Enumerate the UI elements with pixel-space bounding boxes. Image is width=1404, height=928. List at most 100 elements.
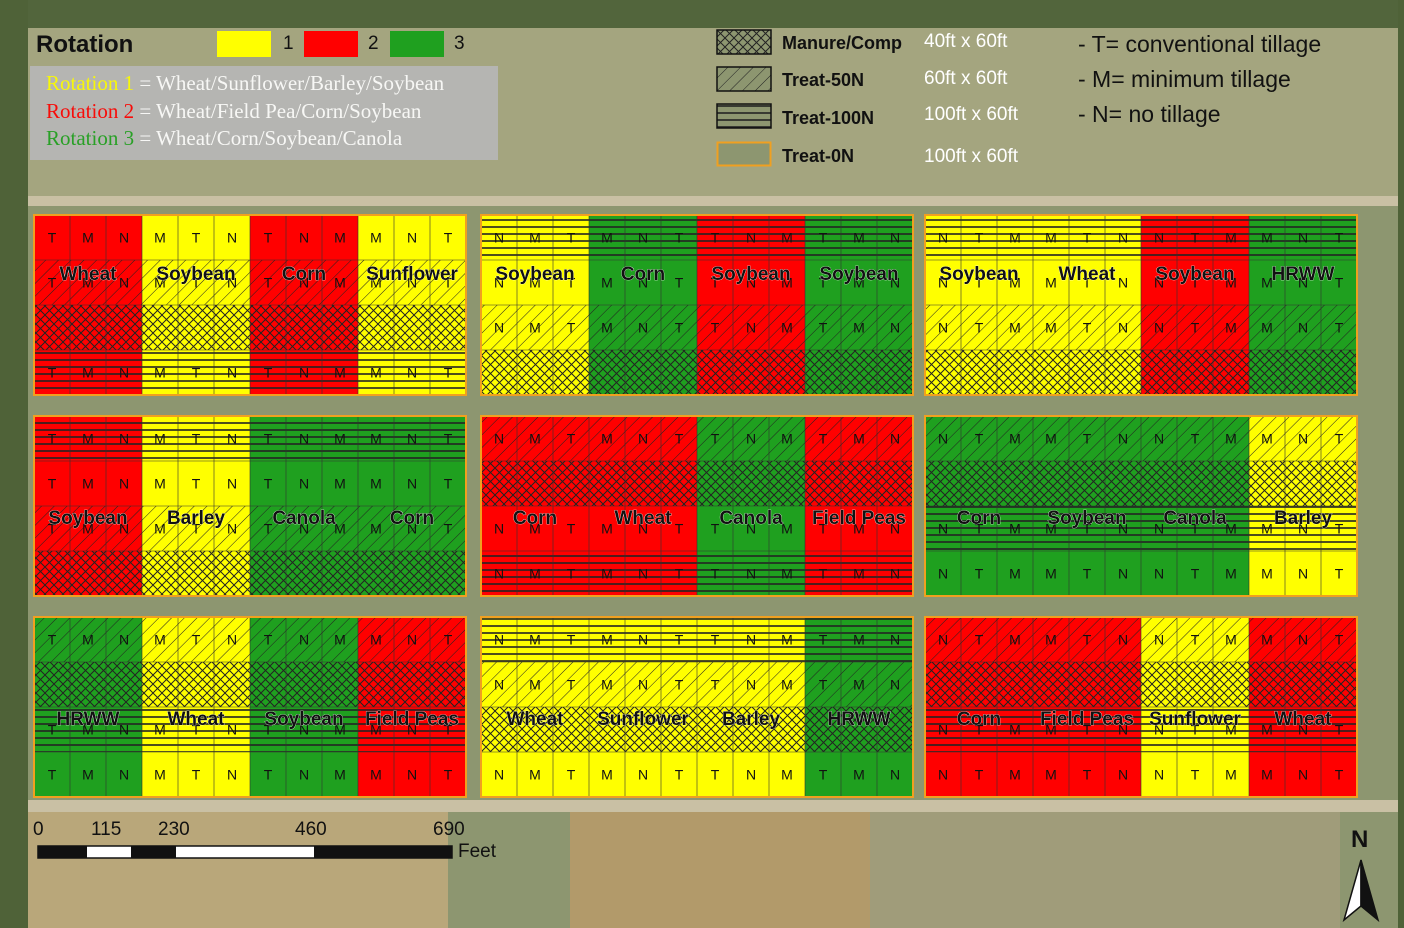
field-block-8: N M T M N T T N M T M NN M T M N T T N M T M NN M T M N T T N M T M NWhea…	[480, 616, 914, 798]
crop-label: Soybean	[156, 264, 235, 285]
tillage-letter: N	[890, 767, 900, 783]
tillage-letter: N	[299, 767, 309, 783]
tillage-letter: M	[154, 722, 166, 738]
rotation-1-crops: = Wheat/Sunflower/Barley/Soybean	[134, 71, 445, 95]
tillage-letter: M	[1225, 431, 1237, 447]
tillage-letter: M	[1045, 230, 1057, 246]
tillage-letter: T	[1191, 521, 1200, 537]
treatment-label-50n: Treat-50N	[782, 70, 865, 90]
tillage-letter: T	[975, 275, 984, 291]
crop-label: Soybean	[711, 264, 790, 285]
crop-label: Canola	[1163, 508, 1227, 529]
tillage-letter: N	[1118, 521, 1128, 537]
tillage-letter: T	[264, 767, 273, 783]
scale-bar	[37, 845, 453, 859]
tillage-letter: T	[819, 320, 828, 336]
tillage-letter: N	[299, 230, 309, 246]
tillage-letter: M	[334, 275, 346, 291]
treatment-label-manure: Manure/Comp	[782, 33, 903, 53]
tillage-letter: M	[154, 632, 166, 648]
tillage-letter: N	[299, 431, 309, 447]
tillage-letter: M	[1225, 722, 1237, 738]
tillage-letter: M	[82, 365, 94, 381]
tillage-letter: M	[154, 365, 166, 381]
crop-label: Wheat	[1059, 264, 1117, 285]
tillage-letter: M	[154, 767, 166, 783]
tillage-letter: N	[494, 677, 504, 693]
treatment-size-50n: 60ft x 60ft	[924, 68, 1008, 89]
tillage-letter: N	[1298, 566, 1308, 582]
crop-label: Soybean	[264, 709, 343, 730]
tillage-letter: N	[119, 521, 129, 537]
tillage-letter: M	[529, 566, 541, 582]
tillage-letter: M	[1261, 722, 1273, 738]
tillage-letter: N	[119, 431, 129, 447]
tillage-letter: N	[638, 767, 648, 783]
tillage-letter: T	[1191, 767, 1200, 783]
tillage-letter: M	[334, 521, 346, 537]
tillage-letter: N	[494, 230, 504, 246]
tillage-letter: M	[1045, 431, 1057, 447]
tillage-letter: N	[227, 230, 237, 246]
tillage-letter: T	[48, 431, 57, 447]
tillage-letter: N	[1154, 632, 1164, 648]
tillage-letter: N	[890, 521, 900, 537]
tillage-note-n: - N= no tillage	[1078, 101, 1221, 127]
tillage-letter: N	[494, 566, 504, 582]
tillage-letter: N	[890, 431, 900, 447]
tillage-letter: M	[1225, 632, 1237, 648]
tillage-letter: M	[781, 767, 793, 783]
tillage-letter: M	[82, 230, 94, 246]
crop-label: Corn	[957, 508, 1001, 529]
tillage-letter: M	[370, 521, 382, 537]
tillage-letter: N	[890, 275, 900, 291]
tillage-letter: N	[938, 431, 948, 447]
tillage-letter: N	[227, 365, 237, 381]
block-border	[33, 214, 467, 396]
tillage-letter: M	[529, 275, 541, 291]
tillage-letter: M	[154, 431, 166, 447]
tillage-letter: N	[407, 632, 417, 648]
tillage-letter: T	[444, 431, 453, 447]
tillage-letter: M	[1009, 767, 1021, 783]
crop-label: Soybean	[1047, 508, 1126, 529]
rotation-3-name: Rotation 3	[46, 126, 135, 150]
tillage-letter: N	[119, 722, 129, 738]
crop-label: Barley	[1274, 508, 1333, 529]
tillage-letter: T	[819, 275, 828, 291]
rotation-1-line: Rotation 1 = Wheat/Sunflower/Barley/Soyb…	[46, 71, 444, 96]
tillage-letter: M	[853, 521, 865, 537]
swatch-label-2: 2	[368, 33, 379, 54]
tillage-letter: N	[227, 632, 237, 648]
crop-label: HRWW	[57, 709, 120, 730]
tillage-letter: T	[819, 431, 828, 447]
tillage-letter: T	[444, 521, 453, 537]
crop-label: Corn	[282, 264, 326, 285]
tillage-letter: T	[567, 320, 576, 336]
tillage-letter: M	[781, 521, 793, 537]
tillage-letter: N	[494, 275, 504, 291]
tillage-note-m: - M= minimum tillage	[1078, 66, 1291, 92]
tillage-letter: M	[1261, 632, 1273, 648]
crop-label: Wheat	[60, 264, 118, 285]
tillage-letter: T	[444, 722, 453, 738]
tillage-letter: M	[1045, 767, 1057, 783]
tillage-letter: M	[529, 632, 541, 648]
tillage-letter: T	[1083, 431, 1092, 447]
tillage-letter: N	[1298, 230, 1308, 246]
tree-line-right	[1398, 0, 1404, 928]
tillage-letter: T	[192, 365, 201, 381]
tillage-letter: T	[675, 275, 684, 291]
tillage-letter: N	[746, 677, 756, 693]
tillage-letter: T	[1335, 566, 1344, 582]
tillage-letter: M	[1009, 230, 1021, 246]
tillage-letter: M	[781, 230, 793, 246]
tillage-letter: N	[119, 632, 129, 648]
tillage-letter: M	[1009, 521, 1021, 537]
tillage-letter: T	[1335, 632, 1344, 648]
tillage-letter: T	[444, 632, 453, 648]
tillage-letter: T	[264, 476, 273, 492]
tillage-letter: N	[938, 632, 948, 648]
tree-line-left	[0, 0, 28, 928]
tillage-letter: N	[119, 767, 129, 783]
